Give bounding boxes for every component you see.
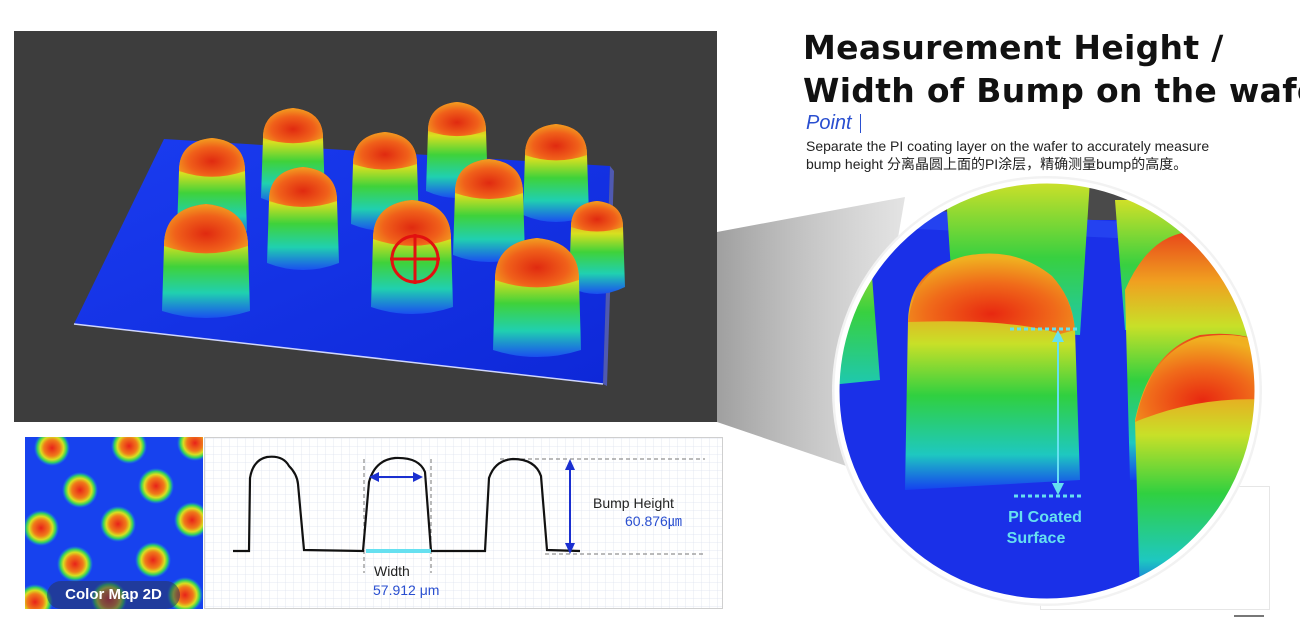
width-label: Width [374, 563, 410, 579]
decorative-frame [1040, 486, 1270, 610]
color-map-image [25, 437, 203, 609]
bump-height-value: 60.876㎛ [625, 513, 682, 530]
bump-dot [25, 584, 53, 609]
page-title: Measurement Height / Width of Bump on th… [803, 26, 1300, 112]
width-value: 57.912 μm [373, 582, 439, 598]
profile-plot: Bump Height 60.876㎛ Width 57.912 μm [205, 438, 722, 608]
title-line-2: Width of Bump on the wafer [803, 71, 1300, 110]
color-map-label: Color Map 2D [47, 581, 180, 609]
bump-dot [174, 502, 203, 538]
bump-height-label: Bump Height [593, 495, 674, 511]
3d-surface-view [14, 31, 717, 422]
title-line-1: Measurement Height / [803, 28, 1224, 67]
bump-dot [62, 472, 98, 508]
description-line-2: bump height 分离晶圆上面的PI涂层，精确测量bump的高度。 [806, 156, 1188, 172]
point-description: Separate the PI coating layer on the waf… [806, 137, 1296, 173]
3d-surface-render [73, 102, 625, 386]
decorative-line [1234, 615, 1264, 617]
crosshair-icon [390, 234, 440, 284]
bump-profile-graph: Bump Height 60.876㎛ Width 57.912 μm [204, 437, 723, 609]
point-label: Point [806, 112, 852, 134]
point-divider [860, 114, 861, 133]
bump-dot [25, 510, 59, 546]
zoom-connector [717, 197, 905, 470]
bump-dot [100, 506, 136, 542]
bump-dot [135, 542, 171, 578]
bump-dot [177, 437, 203, 461]
bump-dot [34, 437, 70, 466]
bump-dot [57, 546, 93, 582]
bump-dot [138, 468, 174, 504]
profile-line [233, 455, 581, 553]
bump-dot [111, 437, 147, 464]
description-line-1: Separate the PI coating layer on the waf… [806, 138, 1210, 154]
color-map-2d [25, 437, 203, 609]
